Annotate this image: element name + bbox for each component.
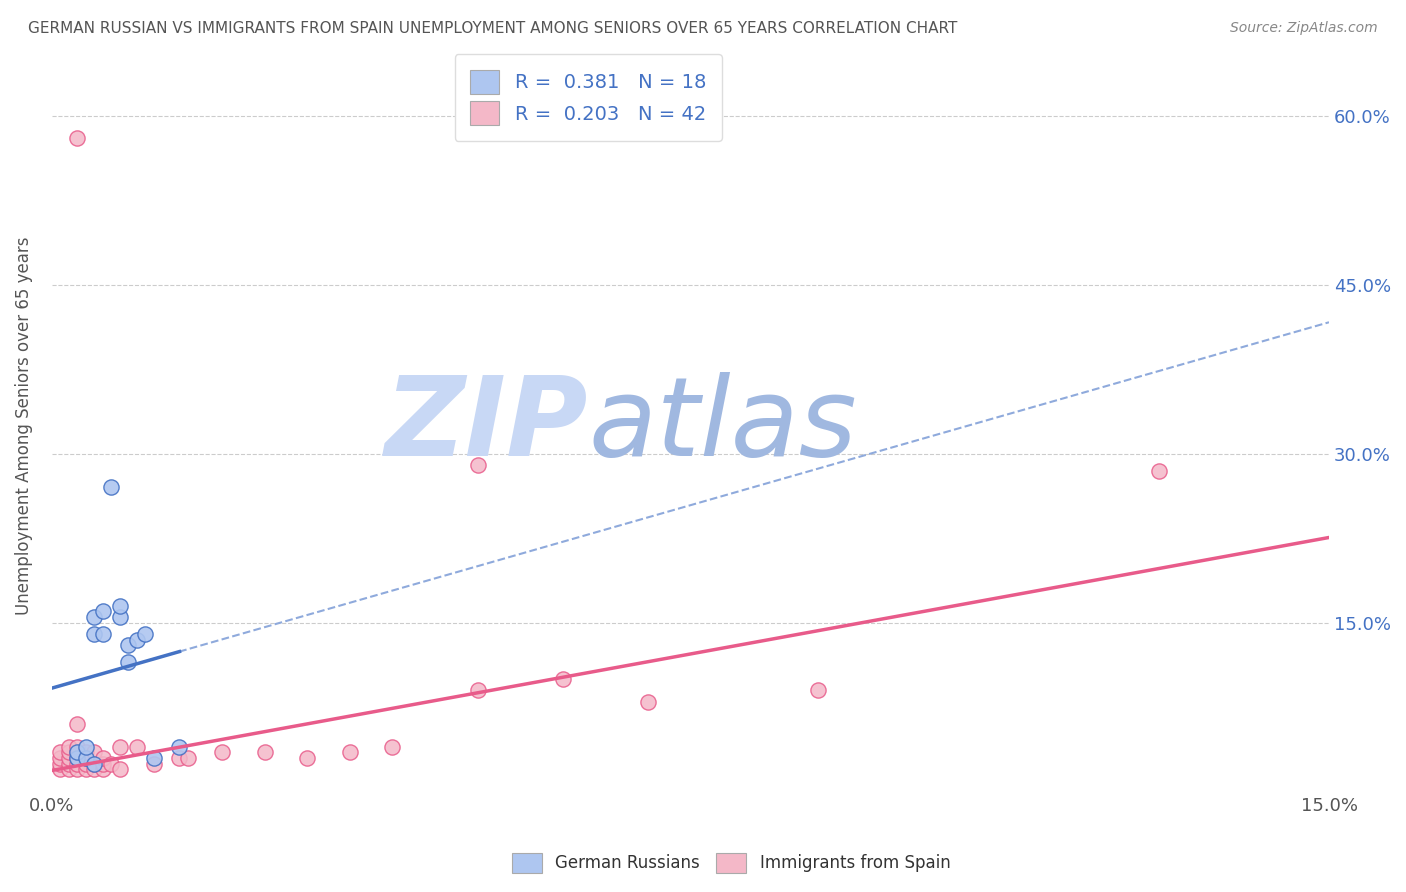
Point bbox=[117, 638, 139, 652]
Point bbox=[58, 745, 80, 759]
Point bbox=[49, 751, 72, 765]
Point bbox=[108, 739, 131, 754]
Point bbox=[66, 751, 89, 765]
Point bbox=[83, 756, 105, 771]
Point bbox=[66, 745, 89, 759]
Point bbox=[66, 131, 89, 145]
Point bbox=[211, 745, 233, 759]
Point bbox=[58, 739, 80, 754]
Point bbox=[83, 627, 105, 641]
Point bbox=[381, 739, 404, 754]
Point bbox=[58, 751, 80, 765]
Point bbox=[83, 756, 105, 771]
Point bbox=[100, 480, 122, 494]
Point bbox=[100, 756, 122, 771]
Point bbox=[108, 762, 131, 776]
Point bbox=[125, 739, 148, 754]
Point bbox=[75, 739, 97, 754]
Point bbox=[75, 756, 97, 771]
Point bbox=[66, 739, 89, 754]
Text: ZIP: ZIP bbox=[385, 372, 588, 479]
Point bbox=[49, 756, 72, 771]
Point bbox=[142, 751, 165, 765]
Point bbox=[177, 751, 200, 765]
Point bbox=[66, 745, 89, 759]
Point bbox=[467, 458, 489, 472]
Point bbox=[253, 745, 276, 759]
Point bbox=[83, 762, 105, 776]
Point bbox=[75, 751, 97, 765]
Point bbox=[66, 751, 89, 765]
Point bbox=[49, 745, 72, 759]
Point bbox=[108, 610, 131, 624]
Point bbox=[1147, 463, 1170, 477]
Point bbox=[83, 610, 105, 624]
Point bbox=[91, 751, 114, 765]
Point bbox=[58, 756, 80, 771]
Point bbox=[91, 627, 114, 641]
Point bbox=[169, 751, 191, 765]
Text: atlas: atlas bbox=[588, 372, 856, 479]
Point bbox=[295, 751, 318, 765]
Point bbox=[117, 655, 139, 669]
Point bbox=[66, 717, 89, 731]
Point bbox=[66, 756, 89, 771]
Point bbox=[91, 756, 114, 771]
Point bbox=[169, 739, 191, 754]
Point bbox=[467, 683, 489, 698]
Point bbox=[75, 745, 97, 759]
Point bbox=[339, 745, 361, 759]
Point bbox=[75, 751, 97, 765]
Point bbox=[134, 627, 156, 641]
Point bbox=[66, 762, 89, 776]
Point bbox=[125, 632, 148, 647]
Text: GERMAN RUSSIAN VS IMMIGRANTS FROM SPAIN UNEMPLOYMENT AMONG SENIORS OVER 65 YEARS: GERMAN RUSSIAN VS IMMIGRANTS FROM SPAIN … bbox=[28, 21, 957, 36]
Point bbox=[807, 683, 830, 698]
Text: Source: ZipAtlas.com: Source: ZipAtlas.com bbox=[1230, 21, 1378, 35]
Point bbox=[91, 604, 114, 618]
Y-axis label: Unemployment Among Seniors over 65 years: Unemployment Among Seniors over 65 years bbox=[15, 236, 32, 615]
Point bbox=[75, 762, 97, 776]
Point bbox=[49, 762, 72, 776]
Point bbox=[108, 599, 131, 613]
Point bbox=[637, 694, 659, 708]
Point bbox=[58, 762, 80, 776]
Point bbox=[142, 756, 165, 771]
Point bbox=[83, 745, 105, 759]
Point bbox=[91, 762, 114, 776]
Point bbox=[551, 672, 574, 686]
Legend: German Russians, Immigrants from Spain: German Russians, Immigrants from Spain bbox=[505, 847, 957, 880]
Legend: R =  0.381   N = 18, R =  0.203   N = 42: R = 0.381 N = 18, R = 0.203 N = 42 bbox=[454, 54, 721, 141]
